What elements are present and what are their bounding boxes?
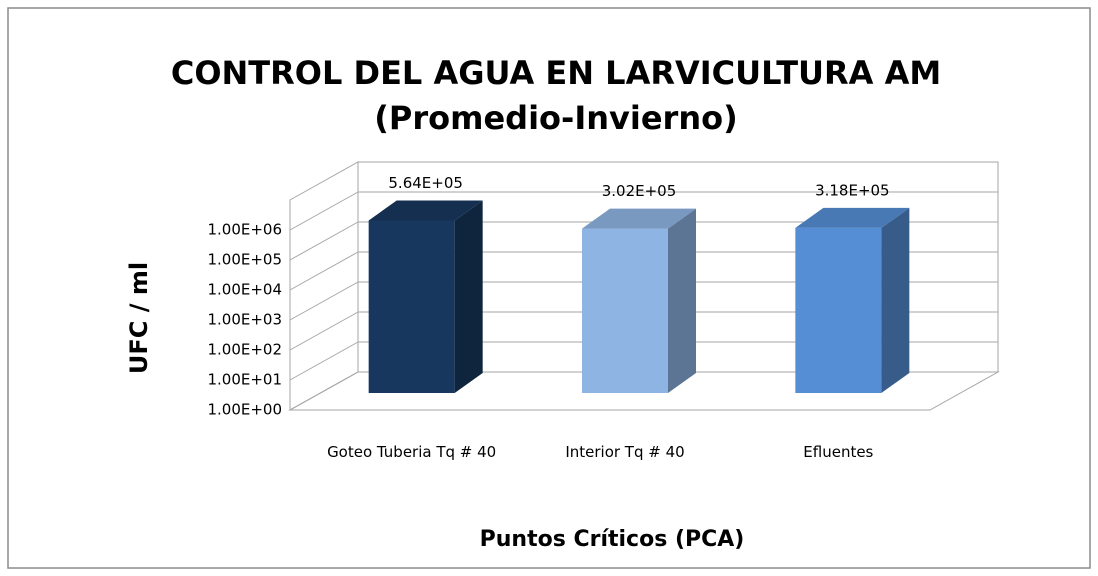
- x-axis-label: Puntos Críticos (PCA): [480, 527, 745, 552]
- side-grid-line: [289, 311, 359, 351]
- value-label: 5.64E+05: [388, 174, 463, 192]
- chart-title: CONTROL DEL AGUA EN LARVICULTURA AM: [171, 54, 941, 92]
- bar-side: [668, 208, 696, 393]
- y-tick-label: 1.00E+01: [207, 371, 282, 389]
- chart-border: [7, 7, 1091, 569]
- bar: [368, 220, 455, 393]
- y-tick-label: 1.00E+05: [207, 251, 282, 269]
- side-grid-line: [289, 191, 359, 231]
- bar-top: [582, 208, 696, 229]
- side-grid-line: [289, 281, 359, 321]
- bar-top: [368, 200, 483, 221]
- side-grid-line: [289, 341, 359, 381]
- bar-top: [795, 207, 910, 228]
- y-tick-label: 1.00E+02: [207, 341, 282, 359]
- bar: [582, 228, 668, 393]
- y-tick-label: 1.00E+06: [207, 221, 282, 239]
- y-axis-label: UFC / ml: [125, 262, 153, 374]
- y-tick-label: 1.00E+03: [207, 311, 282, 329]
- bar-side: [454, 200, 483, 393]
- side-grid-line: [289, 371, 359, 411]
- x-tick-label: Interior Tq # 40: [565, 443, 685, 461]
- x-tick-label: Efluentes: [803, 443, 874, 461]
- value-label: 3.18E+05: [815, 181, 890, 199]
- y-tick-label: 1.00E+04: [207, 281, 282, 299]
- y-tick-label: 1.00E+00: [207, 401, 282, 419]
- chart-subtitle: (Promedio-Invierno): [374, 99, 737, 137]
- value-label: 3.02E+05: [602, 182, 677, 200]
- side-grid-line: [289, 251, 359, 291]
- bar: [795, 227, 882, 393]
- bar-side: [881, 207, 910, 393]
- x-tick-label: Goteo Tuberia Tq # 40: [327, 443, 497, 461]
- side-grid-line: [289, 221, 359, 261]
